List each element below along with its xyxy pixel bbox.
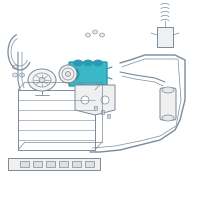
- Bar: [96, 84, 104, 88]
- Bar: [59, 161, 68, 167]
- Ellipse shape: [12, 73, 18, 77]
- Bar: [33, 161, 42, 167]
- FancyBboxPatch shape: [69, 62, 107, 86]
- Ellipse shape: [70, 70, 78, 78]
- Ellipse shape: [94, 60, 102, 66]
- Bar: [20, 161, 29, 167]
- Bar: [72, 161, 81, 167]
- Ellipse shape: [12, 65, 18, 69]
- Polygon shape: [8, 158, 100, 170]
- Ellipse shape: [92, 30, 98, 34]
- Ellipse shape: [162, 87, 174, 93]
- Ellipse shape: [20, 73, 24, 77]
- Circle shape: [81, 96, 89, 104]
- Bar: [94, 106, 96, 110]
- Bar: [46, 161, 55, 167]
- Ellipse shape: [84, 60, 92, 66]
- Bar: [76, 84, 84, 88]
- Ellipse shape: [66, 72, 70, 76]
- Ellipse shape: [59, 65, 77, 83]
- Bar: [101, 110, 104, 114]
- Bar: [85, 161, 94, 167]
- Bar: [106, 114, 110, 118]
- Ellipse shape: [100, 33, 104, 37]
- Ellipse shape: [28, 69, 56, 91]
- FancyBboxPatch shape: [160, 88, 176, 120]
- Ellipse shape: [69, 68, 79, 80]
- Ellipse shape: [86, 33, 90, 37]
- Polygon shape: [75, 85, 115, 115]
- Bar: [157, 27, 173, 47]
- Circle shape: [101, 96, 109, 104]
- Ellipse shape: [39, 77, 45, 82]
- Ellipse shape: [74, 60, 83, 66]
- Ellipse shape: [162, 115, 174, 121]
